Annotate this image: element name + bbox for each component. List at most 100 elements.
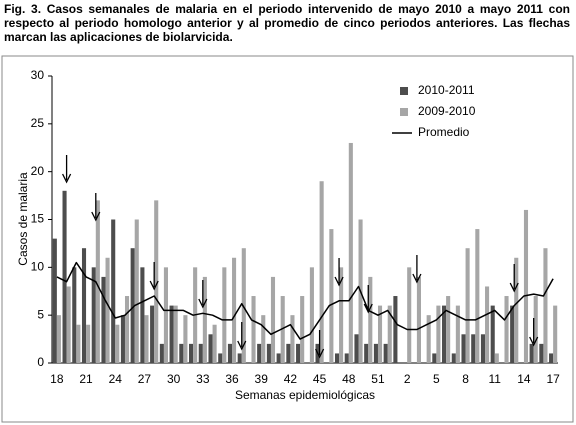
- x-tick-label: 36: [225, 372, 239, 386]
- bar: [451, 353, 456, 363]
- bar: [227, 343, 233, 363]
- bar: [539, 343, 544, 363]
- x-tick-label: 48: [342, 372, 356, 386]
- bar: [364, 343, 369, 363]
- x-tick-label: 17: [546, 372, 560, 386]
- bar: [173, 305, 178, 363]
- y-tick-label: 5: [37, 307, 44, 321]
- y-tick-label: 30: [31, 68, 45, 82]
- bar: [416, 276, 421, 363]
- bar: [150, 305, 155, 363]
- bar: [144, 315, 149, 363]
- bar: [309, 267, 314, 363]
- bar: [62, 190, 67, 363]
- bar: [446, 296, 451, 363]
- bar: [270, 276, 276, 363]
- bar: [91, 267, 96, 363]
- bar: [124, 296, 130, 363]
- bar: [368, 276, 373, 363]
- bar: [480, 334, 486, 363]
- bar: [383, 343, 388, 363]
- bar: [76, 324, 81, 363]
- bar: [523, 209, 529, 363]
- bar: [471, 334, 476, 363]
- bar: [354, 334, 359, 363]
- bar: [266, 343, 271, 363]
- bar: [189, 343, 194, 363]
- bar: [485, 286, 490, 363]
- bar: [105, 257, 110, 363]
- bar: [95, 200, 100, 363]
- bar: [529, 343, 534, 363]
- bar: [329, 229, 334, 363]
- line: [56, 261, 554, 340]
- legend-label: Promedio: [418, 125, 470, 139]
- x-tick-label: 24: [109, 372, 123, 386]
- bar: [296, 343, 301, 363]
- bar: [134, 219, 139, 363]
- bar: [198, 343, 203, 363]
- arrow-head: [198, 298, 208, 309]
- bar: [163, 267, 168, 363]
- bar: [130, 248, 135, 363]
- bar: [344, 353, 349, 363]
- x-tick-label: 14: [517, 372, 531, 386]
- bar: [553, 305, 558, 363]
- bar: [202, 276, 207, 363]
- bar: [510, 305, 515, 363]
- bar: [183, 315, 188, 363]
- bar: [387, 305, 392, 363]
- arrow-head: [412, 273, 422, 284]
- x-axis-title: Semanas epidemiológicas: [235, 388, 375, 402]
- bar: [86, 324, 91, 363]
- chart-title: Fig. 3. Casos semanales de malaria en el…: [4, 2, 570, 44]
- bar: [490, 305, 495, 363]
- bar: [212, 324, 217, 363]
- bar: [533, 296, 538, 363]
- bar: [514, 257, 519, 363]
- bar: [334, 353, 340, 363]
- bar: [111, 219, 116, 363]
- y-tick-label: 10: [31, 260, 45, 274]
- bar: [319, 181, 324, 363]
- bar: [52, 238, 57, 363]
- arrow-head: [62, 173, 72, 184]
- bar: [232, 257, 237, 363]
- bar: [377, 305, 383, 363]
- bar: [504, 296, 509, 363]
- bar: [276, 353, 281, 363]
- arrow-head: [91, 211, 101, 222]
- bar: [432, 353, 437, 363]
- bar: [120, 315, 125, 363]
- bar: [81, 248, 87, 363]
- y-tick-label: 15: [31, 212, 45, 226]
- bar: [251, 296, 256, 363]
- bar: [261, 315, 266, 363]
- frame: [1, 55, 574, 423]
- legend-swatch: [400, 108, 408, 116]
- bar: [169, 305, 174, 363]
- arrow-head: [529, 336, 539, 347]
- bar: [257, 343, 262, 363]
- x-tick-label: 8: [462, 372, 469, 386]
- x-tick-label: 18: [50, 372, 64, 386]
- bar: [237, 353, 242, 363]
- bar: [442, 305, 447, 363]
- bar: [115, 324, 120, 363]
- bar: [543, 248, 548, 363]
- bar: [208, 334, 213, 363]
- bar: [286, 343, 291, 363]
- bar: [339, 267, 344, 363]
- arrow-head: [149, 280, 159, 291]
- arrow-head: [237, 340, 247, 351]
- bar: [455, 305, 460, 363]
- bar: [222, 267, 227, 363]
- bar: [393, 296, 398, 363]
- x-tick-label: 2: [404, 372, 411, 386]
- x-tick-label: 39: [255, 372, 269, 386]
- x-tick-label: 5: [433, 372, 440, 386]
- bar: [72, 267, 77, 363]
- bar: [426, 315, 431, 363]
